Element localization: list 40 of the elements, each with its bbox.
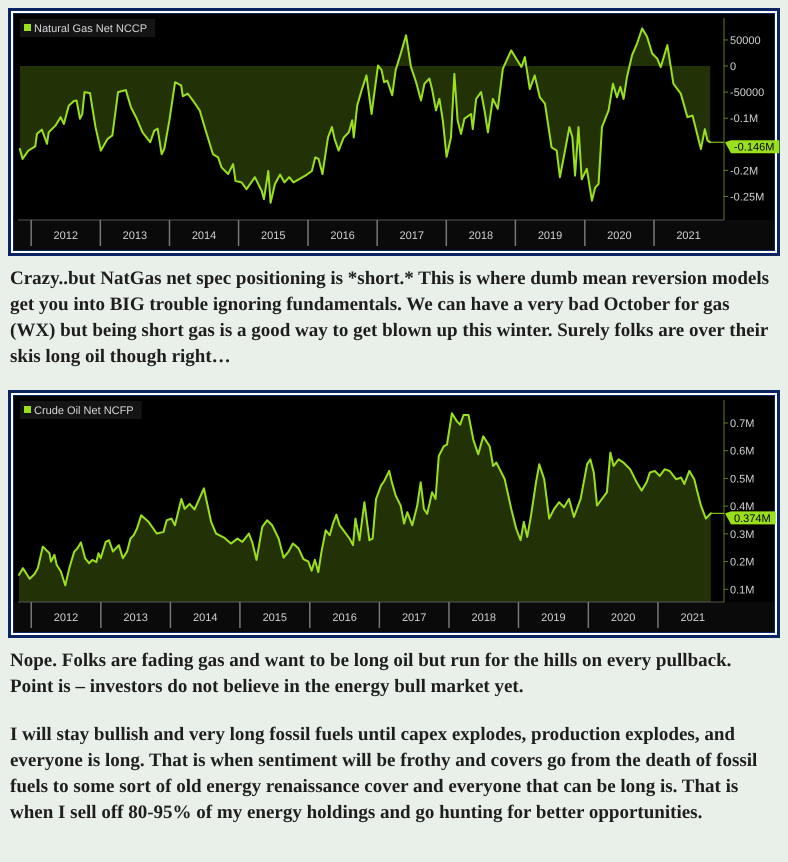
x-tick-label: 2015 [262, 612, 288, 624]
x-tick-label: 2012 [54, 230, 78, 242]
x-tick-label: 2013 [123, 612, 148, 624]
text: I will stay bullish and very long fossil fuels until capex explodes, production explodes, and everyone is long. That is when sentiment will be frothy and covers go from the death of fossil fuels to some sort of old energy renaissance cover and everyone that can be long is. That is when I sell off 80-95% of my energy holdings and go hunting for better opportunities. [10, 724, 758, 823]
y-tick-label: 0.7M [730, 418, 754, 430]
x-tick-label: 2018 [468, 230, 494, 242]
y-tick-label: 0.2M [730, 556, 754, 569]
annotation: 0.374M [734, 512, 771, 525]
x-tick-label: 2014 [192, 230, 216, 242]
y-tick-label: 0.5M [730, 473, 754, 486]
y-tick-label: -50000 [730, 87, 764, 100]
x-tick-label: 2017 [402, 612, 426, 624]
y-tick-label: 0.4M [730, 501, 754, 514]
y-tick-label: 0 [730, 61, 736, 74]
x-tick-label: 2014 [192, 612, 218, 624]
y-tick-label: -0.25M [730, 192, 764, 204]
legend-label: Natural Gas Net NCCP [34, 23, 148, 35]
x-tick-label: 2017 [399, 230, 424, 242]
y-tick-label: 50000 [730, 34, 761, 47]
x-tick-label: 2019 [541, 612, 566, 624]
x-tick-label: 2013 [122, 230, 148, 242]
y-tick-label: 0.1M [730, 584, 754, 596]
x-tick-label: 2021 [676, 230, 701, 242]
y-tick-label: -0.1M [730, 113, 758, 126]
y-tick-label: 0.6M [730, 446, 754, 458]
y-tick-label: 0.3M [730, 528, 754, 541]
x-tick-label: 2016 [332, 612, 357, 624]
text: Crazy..but NatGas net spec positioning is *short.* This is where dumb mean reversion models get you into BIG trouble ignoring fundamentals. We can have a very bad October for gas (WX) but being short gas is a good way to get blown up this winter. Surely folks are over their skis long oil though right… [10, 268, 769, 367]
x-tick-label: 2021 [680, 612, 705, 624]
x-tick-label: 2016 [330, 230, 355, 242]
x-tick-label: 2020 [610, 612, 636, 624]
text: Nope. Folks are fading gas and want to be long oil but run for the hills on every pullback. Point is – investors do not believe in the energy bull market yet. [10, 650, 732, 697]
legend-label: Crude Oil Net NCFP [34, 405, 134, 417]
x-tick-label: 2018 [472, 612, 496, 624]
x-tick-label: 2020 [607, 230, 632, 242]
x-tick-label: 2019 [538, 230, 562, 242]
annotation: -0.146M [734, 142, 774, 154]
x-tick-label: 2012 [54, 612, 78, 624]
y-tick-label: -0.2M [730, 165, 758, 178]
x-tick-label: 2015 [260, 230, 286, 242]
